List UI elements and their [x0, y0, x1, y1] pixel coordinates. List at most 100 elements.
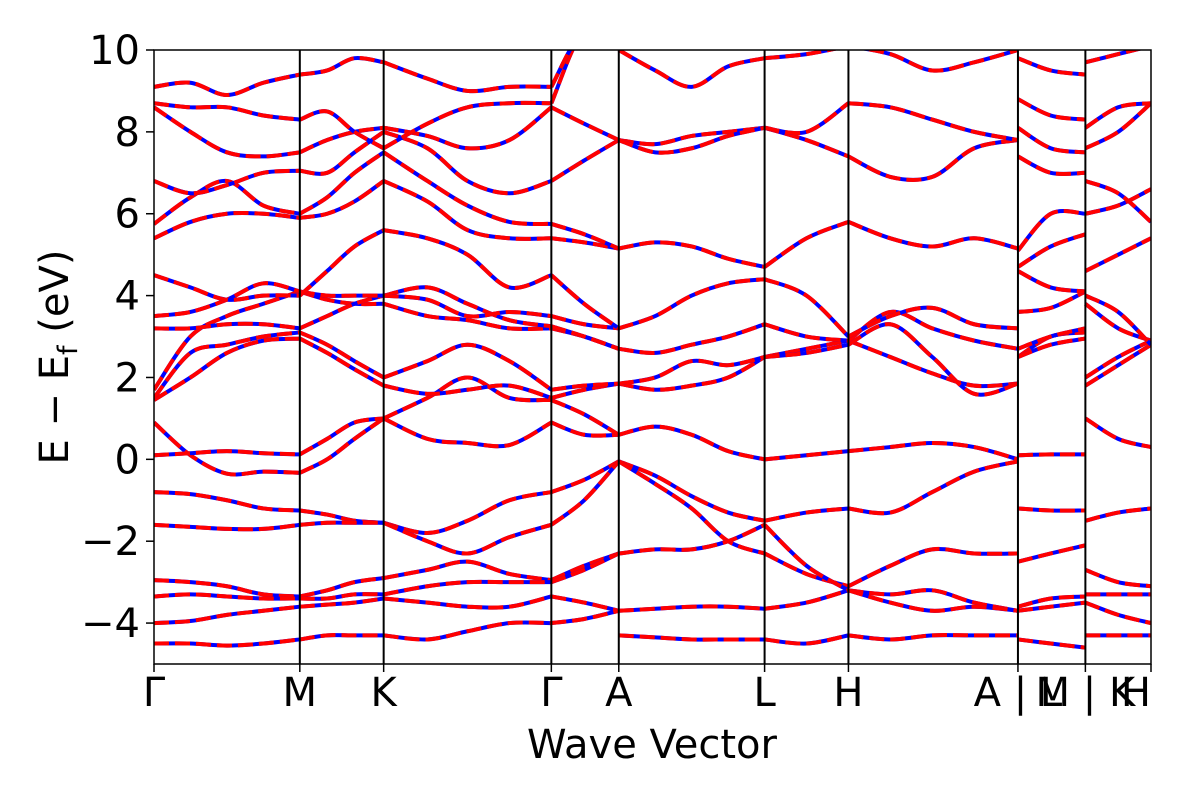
band-line-A-L-1-series-b	[618, 459, 766, 523]
band-line-Gamma-A-19-series-a	[549, 50, 573, 88]
band-line-K-Gamma-13-series-b	[383, 228, 553, 290]
band-line-Gamma-M-16-series-b	[154, 168, 300, 196]
band-line-K-Gamma-5-series-b	[383, 579, 552, 597]
band-line-H-A-7-series-b	[847, 322, 1019, 397]
band-line-K-H-7-series-b	[1084, 338, 1151, 380]
band-line-H-A-2-series-b	[847, 546, 1018, 589]
band-line-A-L-11-series-b	[618, 125, 765, 147]
band-line-K-H-15-series-b	[1084, 50, 1143, 65]
band-line-K-Gamma-18-series-b	[382, 100, 552, 150]
band-line-Gamma-A-17-series-b	[550, 105, 620, 142]
bands-layer	[154, 50, 1151, 650]
band-line-M-K-4-series-b	[299, 576, 384, 599]
band-line-M-K-9-series-b	[298, 330, 385, 380]
band-line-L-M-14-series-b	[1016, 126, 1086, 155]
band-line-K-Gamma-10-series-b	[383, 301, 552, 331]
band-line-K-H-6-series-b	[1084, 343, 1151, 388]
band-line-Gamma-M-10-series-b	[154, 289, 301, 391]
band-line-Gamma-A-3-series-b	[550, 460, 621, 527]
band-line-Gamma-M-17-series-b	[154, 105, 301, 159]
band-line-L-M-5-series-b	[1017, 637, 1086, 650]
band-line-L-H-0-series-b	[764, 449, 849, 462]
band-line-K-H-11-series-b	[1084, 187, 1151, 216]
band-line-K-Gamma-6-series-b	[383, 594, 552, 610]
band-line-Gamma-M-0-series-b	[154, 421, 300, 477]
band-line-Gamma-A-11-series-b	[550, 324, 620, 351]
symmetry-lines-layer	[298, 50, 1087, 664]
band-line-A-L-10-series-b	[618, 240, 766, 269]
band-line-K-Gamma-9-series-b	[382, 342, 553, 392]
band-line-L-H-4-series-b	[764, 588, 850, 611]
band-line-K-Gamma-12-series-b	[383, 293, 552, 319]
x-tick-label-1: M	[283, 670, 318, 716]
band-line-L-H-8-series-b	[764, 322, 849, 343]
y-tick-label-0: −4	[81, 601, 140, 647]
band-line-M-K-13-series-b	[298, 228, 385, 298]
band-line-Gamma-M-19-series-b	[154, 72, 301, 98]
band-line-L-M-10-series-b	[1017, 269, 1086, 294]
band-line-K-H-10-series-b	[1084, 236, 1151, 273]
band-line-Gamma-M-9-series-b	[154, 330, 301, 400]
band-line-A-L-9-series-b	[618, 277, 765, 331]
band-line-Gamma-M-7-series-b	[154, 637, 301, 648]
band-line-L-H-10-series-b	[763, 220, 850, 269]
band-line-M-K-5-series-b	[299, 592, 384, 601]
band-line-K-H-14-series-b	[1084, 101, 1151, 130]
band-line-L-H-5-series-b	[764, 633, 849, 646]
band-line-K-Gamma-1-series-b	[382, 375, 552, 421]
band-line-A-L-13-series-b	[617, 50, 766, 89]
plot-frame	[153, 49, 1152, 665]
y-axis-label-unit: (eV)	[32, 250, 78, 346]
band-line-M-K-7-series-b	[299, 633, 384, 642]
x-tick-label-3: Γ	[540, 670, 563, 716]
band-line-L-H-3-series-b	[763, 523, 850, 593]
band-line-H-A-8-series-b	[847, 309, 1019, 351]
band-line-Gamma-M-6-series-b	[154, 604, 301, 626]
band-line-M-K-1-series-b	[298, 416, 384, 457]
band-line-M-K-11-series-b	[298, 293, 385, 331]
band-line-Gamma-M-14-series-b	[154, 210, 301, 241]
band-line-L-M-7-series-b	[1017, 336, 1086, 359]
band-line-K-H-4-series-b	[1084, 600, 1151, 626]
x-tick-label-0: Γ	[143, 670, 166, 716]
band-line-L-H-1-series-b	[764, 506, 849, 523]
y-axis-label-subscript: f	[53, 344, 84, 355]
y-tick-label-6: 8	[115, 110, 140, 156]
band-line-Gamma-M-15-series-b	[154, 178, 301, 226]
band-line-M-K-14-series-b	[299, 179, 385, 220]
band-line-Gamma-M-4-series-b	[154, 578, 300, 599]
y-tick-label-4: 4	[115, 274, 140, 320]
band-line-H-A-11-series-b	[847, 138, 1019, 182]
band-line-K-H-13-series-b	[1084, 101, 1151, 151]
band-line-Gamma-A-14-series-b	[551, 236, 620, 251]
band-line-K-Gamma-0-series-b	[382, 416, 553, 449]
band-line-Gamma-M-8-series-b	[154, 336, 300, 402]
y-tick-label-1: −2	[81, 519, 140, 565]
band-line-K-Gamma-4-series-b	[383, 559, 552, 583]
band-line-M-K-0-series-b	[298, 416, 385, 475]
x-tick-label-2: K	[371, 670, 399, 716]
band-line-K-H-12-series-b	[1084, 179, 1151, 224]
band-line-K-Gamma-16-series-b	[382, 129, 552, 196]
band-line-L-H-12-series-b	[764, 101, 850, 136]
band-line-Gamma-A-18-series-a	[549, 50, 575, 105]
band-line-L-M-4-series-b	[1017, 600, 1086, 613]
band-line-A-L-7-series-b	[618, 355, 766, 386]
band-line-M-K-16-series-b	[299, 130, 385, 176]
band-line-H-A-10-series-b	[847, 220, 1019, 251]
band-line-M-K-6-series-b	[299, 596, 384, 609]
band-line-Gamma-A-1-series-b	[550, 398, 620, 437]
band-line-K-H-0-series-b	[1084, 416, 1151, 450]
y-axis-ticks: −4 −2 0 2 4 6 8 10	[81, 28, 154, 647]
band-line-Gamma-A-8-series-b	[550, 381, 620, 400]
band-line-Gamma-M-3-series-b	[154, 522, 301, 532]
band-line-L-H-7-series-b	[764, 342, 849, 359]
band-line-M-K-17-series-b	[298, 125, 384, 155]
band-line-K-Gamma-3-series-b	[382, 520, 552, 556]
band-line-Gamma-A-7-series-b	[551, 608, 620, 626]
band-line-M-K-8-series-b	[298, 336, 385, 388]
band-line-Gamma-A-16-series-b	[550, 138, 620, 183]
band-line-L-M-2-series-b	[1017, 543, 1086, 564]
